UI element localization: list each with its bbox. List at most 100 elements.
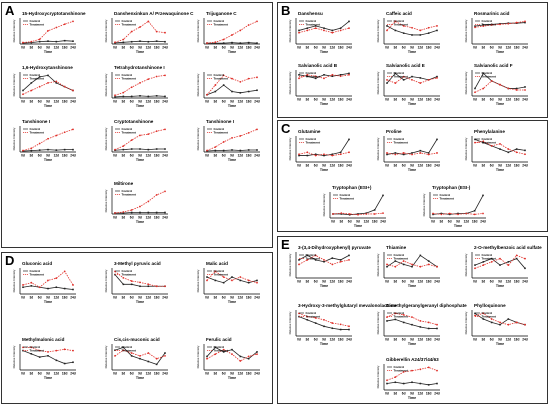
data-point xyxy=(314,153,317,156)
legend-label: Treatment xyxy=(394,141,408,145)
x-tick-label: 3d xyxy=(393,338,397,342)
data-point xyxy=(22,149,24,152)
x-axis-label: Time xyxy=(496,50,504,54)
x-axis-label: Time xyxy=(228,158,236,162)
legend-label: Control xyxy=(122,345,133,349)
legend-label: Treatment xyxy=(482,141,496,145)
data-point xyxy=(130,352,133,354)
data-point xyxy=(394,318,397,321)
legend-label: Control xyxy=(122,127,133,131)
x-axis-label: Time xyxy=(320,50,328,54)
data-point xyxy=(436,75,438,78)
subplot: Tryptophan (ESI-) Relative Intensity 0d 3d 6… xyxy=(422,185,486,228)
data-point xyxy=(411,153,413,156)
data-point xyxy=(474,26,476,29)
data-point xyxy=(394,72,397,75)
data-point xyxy=(164,352,166,354)
x-tick-label: 0d xyxy=(21,372,25,376)
y-axis-label: Relative Intensity xyxy=(288,137,292,160)
data-point xyxy=(427,260,430,262)
x-tick-label: 12d xyxy=(330,338,336,342)
data-point xyxy=(130,40,133,43)
data-point xyxy=(499,23,501,26)
data-point xyxy=(386,382,388,385)
data-point xyxy=(38,149,41,151)
x-tick-label: 0d xyxy=(385,280,389,284)
x-tick-label: 9d xyxy=(138,296,142,300)
data-point xyxy=(256,281,258,284)
data-point xyxy=(394,153,397,156)
legend-label: Control xyxy=(440,193,451,197)
x-tick-label: 0d xyxy=(297,280,301,284)
data-point xyxy=(55,286,58,289)
data-point xyxy=(63,131,66,134)
data-point xyxy=(72,148,74,151)
data-point xyxy=(524,267,526,270)
x-tick-label: 24d xyxy=(434,392,440,396)
x-tick-label: 0d xyxy=(473,338,477,342)
data-point xyxy=(30,281,33,284)
x-tick-label: 0d xyxy=(331,220,335,224)
x-tick-label: 9d xyxy=(46,154,50,158)
data-point xyxy=(206,276,208,278)
x-tick-label: 0d xyxy=(473,46,477,50)
x-tick-label: 24d xyxy=(434,98,440,102)
data-point xyxy=(419,77,422,79)
x-tick-label: 3d xyxy=(393,164,397,168)
subplot-title: Dimethylgeranylgeranyl diphosphate xyxy=(386,303,467,308)
data-point xyxy=(147,40,150,43)
data-point xyxy=(164,31,166,34)
panel-b: B xyxy=(277,2,548,118)
y-axis-label: Relative Intensity xyxy=(464,19,468,42)
data-point xyxy=(38,142,41,145)
data-point xyxy=(306,259,309,261)
x-axis-label: Time xyxy=(496,168,504,172)
data-point xyxy=(147,285,150,288)
data-point xyxy=(427,384,430,386)
x-tick-label: 6d xyxy=(348,220,352,224)
data-point xyxy=(457,212,459,215)
data-point xyxy=(411,265,413,268)
x-tick-label: 24d xyxy=(346,164,352,168)
data-point xyxy=(331,154,334,157)
data-point xyxy=(440,212,443,215)
legend-label: Control xyxy=(306,137,317,141)
x-tick-label: 0d xyxy=(205,372,209,376)
x-tick-label: 0d xyxy=(205,296,209,300)
data-point xyxy=(222,281,225,284)
data-point xyxy=(222,84,225,86)
data-point xyxy=(206,42,208,44)
x-tick-label: 18d xyxy=(426,280,432,284)
x-tick-label: 6d xyxy=(402,280,406,284)
data-point xyxy=(164,285,166,288)
data-point xyxy=(348,259,350,261)
data-point xyxy=(507,151,510,154)
legend-label: Treatment xyxy=(214,131,228,135)
x-tick-label: 0d xyxy=(473,98,477,102)
data-point xyxy=(323,154,325,157)
data-point xyxy=(130,30,133,33)
data-point xyxy=(114,349,116,352)
data-point xyxy=(122,95,125,98)
data-point xyxy=(55,149,58,151)
x-tick-label: 3d xyxy=(121,372,125,376)
subplot-title: Danshenxinkun A/ Przewaquinone C xyxy=(114,11,194,16)
data-point xyxy=(63,39,66,42)
data-point xyxy=(231,90,233,93)
data-point xyxy=(419,149,422,152)
x-tick-label: 0d xyxy=(297,164,301,168)
panel-d: D xyxy=(1,252,273,404)
legend-label: Treatment xyxy=(30,131,44,135)
x-axis-label: Time xyxy=(320,342,328,346)
data-point xyxy=(122,145,125,147)
legend-label: Treatment xyxy=(214,273,228,277)
data-point xyxy=(139,281,141,284)
data-point xyxy=(130,148,133,150)
data-point xyxy=(206,355,208,358)
x-tick-label: 6d xyxy=(314,280,318,284)
data-point xyxy=(411,316,413,319)
data-point xyxy=(155,357,158,360)
